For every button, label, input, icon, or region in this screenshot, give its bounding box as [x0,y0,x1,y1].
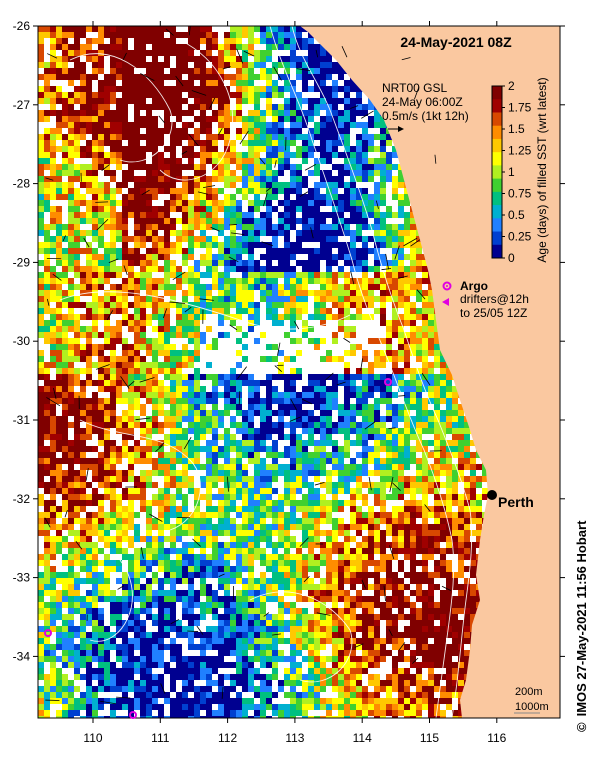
lat-tick-label: -29 [13,255,31,269]
lat-tick-label: -34 [13,649,31,663]
lon-axis: 110 111 112 113 114 115 116 [83,21,507,745]
colorbar-tick-label: 1.5 [508,122,525,136]
copyright-symbol: © [574,722,589,732]
perth-marker [487,490,497,500]
drifter-legend-icon [442,298,449,306]
contour-legend-1000m: 1000m [515,701,549,713]
lat-axis: -26 -27 -28 -29 -30 -31 -32 -33 -34 [13,19,565,663]
argo-floats [44,378,392,719]
lon-tick-label: 115 [420,731,439,745]
current-vectors [44,26,452,705]
colorbar-tick-label: 1.75 [508,101,532,115]
colorbar-tick-label: 0.75 [508,187,532,201]
lat-tick-label: -28 [13,177,31,191]
drifters-label: drifters@12h [460,292,529,306]
lon-tick-label: 112 [218,731,237,745]
lon-tick-label: 110 [83,731,102,745]
argo-legend-icon [442,281,452,291]
bathymetry-contours [59,26,473,718]
colorbar-tick-label: 0 [508,251,515,265]
lon-tick-label: 116 [487,731,506,745]
lat-tick-label: -27 [13,98,31,112]
vector-scale-label: 0.5m/s (1kt 12h) [382,109,469,123]
lon-tick-label: 111 [151,731,170,745]
contour-legend-200m: 200m [515,686,543,698]
credit-line: © IMOS 27-May-2021 11:56 Hobart [574,472,594,732]
map-title: 24-May-2021 08Z [400,34,512,50]
credit-text: IMOS 27-May-2021 11:56 Hobart [574,520,589,717]
city-label: Perth [498,494,534,510]
lat-tick-label: -31 [13,413,31,427]
drifters-sub-label: to 25/05 12Z [460,306,527,320]
colorbar-tick-label: 0.25 [508,230,532,244]
colorbar-ticks: 2 1.75 1.5 1.25 1 0.75 0.5 0.25 0 [502,79,532,265]
lat-tick-label: -32 [13,492,31,506]
vector-scale-arrow [388,126,404,132]
colorbar-tick-label: 0.5 [508,208,525,222]
lat-tick-label: -33 [13,571,31,585]
model-name: NRT00 GSL [382,81,447,95]
colorbar [491,85,503,259]
lon-tick-label: 113 [285,731,304,745]
lat-tick-label: -30 [13,334,31,348]
colorbar-tick-label: 1.25 [508,144,532,158]
model-time: 24-May 06:00Z [382,95,463,109]
colorbar-tick-label: 2 [508,79,515,93]
lat-tick-label: -26 [13,19,31,33]
colorbar-label: Age (days) of filled SST (wrt latest) [535,77,549,262]
lon-tick-label: 114 [353,731,372,745]
argo-label: Argo [460,279,488,293]
colorbar-tick-label: 1 [508,165,515,179]
map-frame [37,25,561,719]
